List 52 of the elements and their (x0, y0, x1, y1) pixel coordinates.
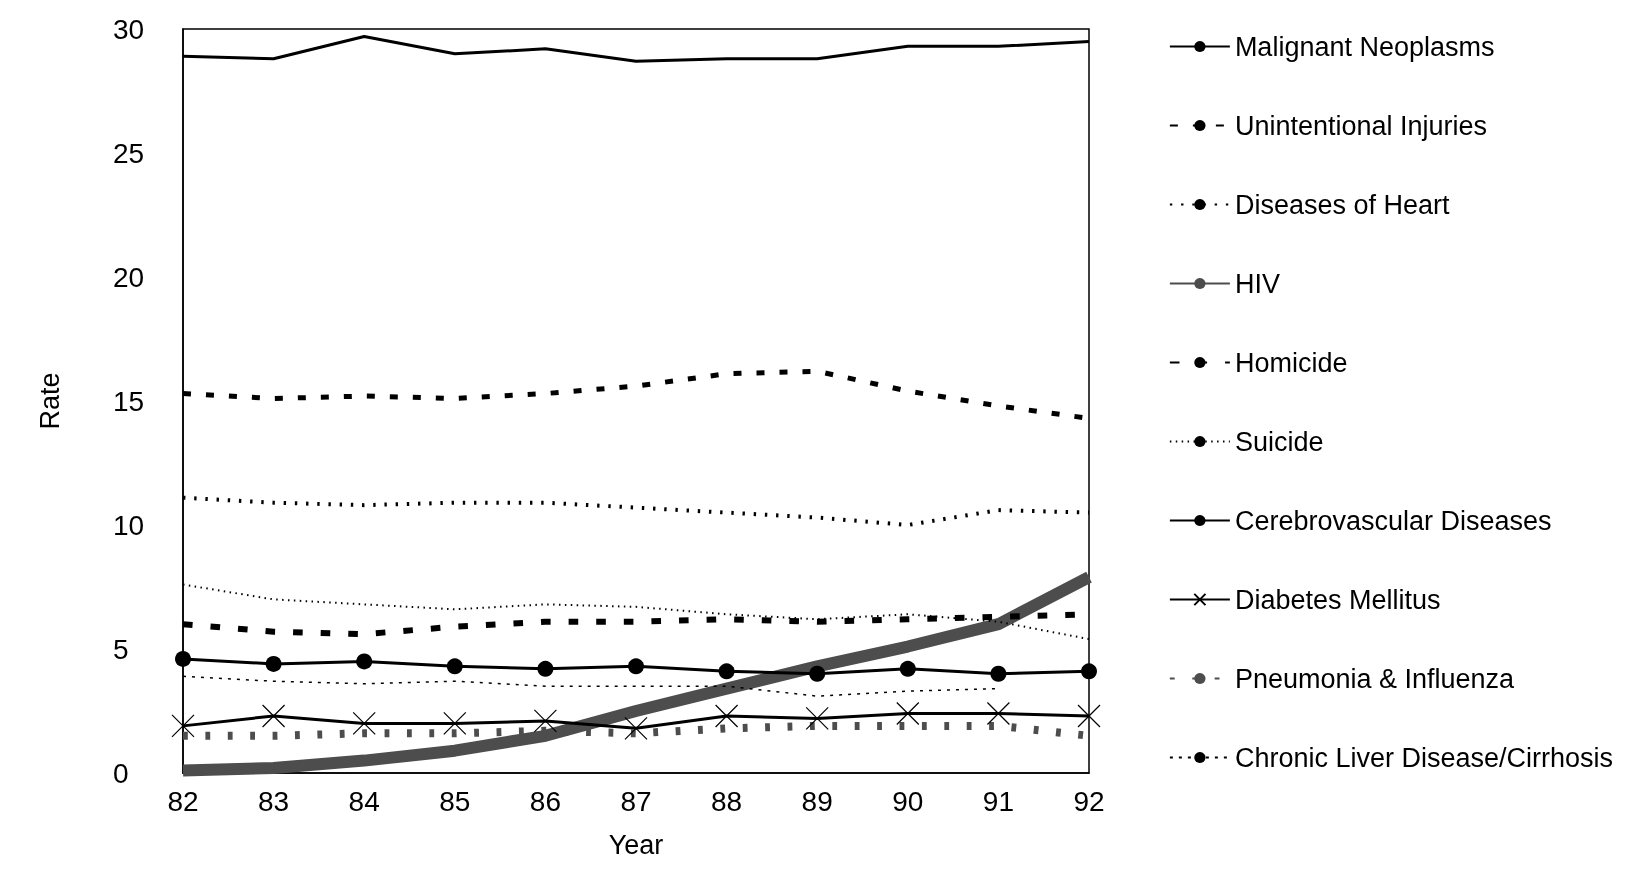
point (899, 660, 916, 677)
point (443, 711, 467, 735)
legend-label: Cerebrovascular Diseases (1234, 505, 1552, 536)
legend-label: Suicide (1234, 426, 1324, 457)
point (356, 653, 373, 670)
point (990, 665, 1007, 682)
point (624, 716, 648, 740)
y-tick-label: 25 (113, 137, 145, 169)
legend-label: Diabetes Mellitus (1234, 584, 1441, 615)
point (628, 658, 644, 675)
y-tick-label: 5 (113, 633, 129, 665)
x-tick-label: 88 (711, 785, 743, 817)
x-tick-label: 85 (439, 785, 471, 817)
y-axis-title: Rate (34, 372, 65, 430)
point (262, 704, 286, 728)
legend-label: Chronic Liver Disease/Cirrhosis (1234, 742, 1614, 773)
point (986, 701, 1010, 726)
y-tick-label: 10 (113, 509, 145, 541)
point (896, 701, 920, 726)
legend-label: Unintentional Injuries (1234, 110, 1488, 141)
point (537, 660, 554, 677)
point (175, 650, 191, 667)
point (171, 714, 195, 738)
point (1077, 704, 1101, 728)
point (718, 663, 735, 680)
x-tick-label: 86 (529, 785, 561, 817)
point (1081, 663, 1097, 680)
x-tick-label: 83 (258, 785, 290, 817)
point (809, 665, 826, 682)
x-tick-label: 82 (167, 785, 199, 817)
legend-label: Diseases of Heart (1234, 189, 1450, 220)
point (805, 706, 829, 731)
x-tick-label: 92 (1073, 785, 1105, 817)
x-tick-label: 87 (620, 785, 652, 817)
legend-label: Malignant Neoplasms (1234, 31, 1495, 62)
point (715, 704, 739, 728)
legend-label: Pneumonia & Influenza (1234, 663, 1516, 694)
x-tick-label: 90 (892, 785, 924, 817)
y-tick-label: 0 (113, 757, 129, 789)
y-tick-label: 30 (113, 13, 145, 45)
y-tick-label: 15 (113, 385, 145, 417)
point (446, 658, 463, 675)
legend-label: HIV (1234, 268, 1280, 299)
point (533, 709, 557, 733)
x-axis-title: Year (608, 829, 664, 860)
point (352, 711, 376, 735)
x-tick-label: 89 (801, 785, 833, 817)
x-tick-label: 84 (348, 785, 380, 817)
legend-label: Homicide (1234, 347, 1348, 378)
x-tick-label: 91 (982, 785, 1014, 817)
point (265, 655, 282, 672)
y-tick-label: 20 (113, 261, 145, 293)
